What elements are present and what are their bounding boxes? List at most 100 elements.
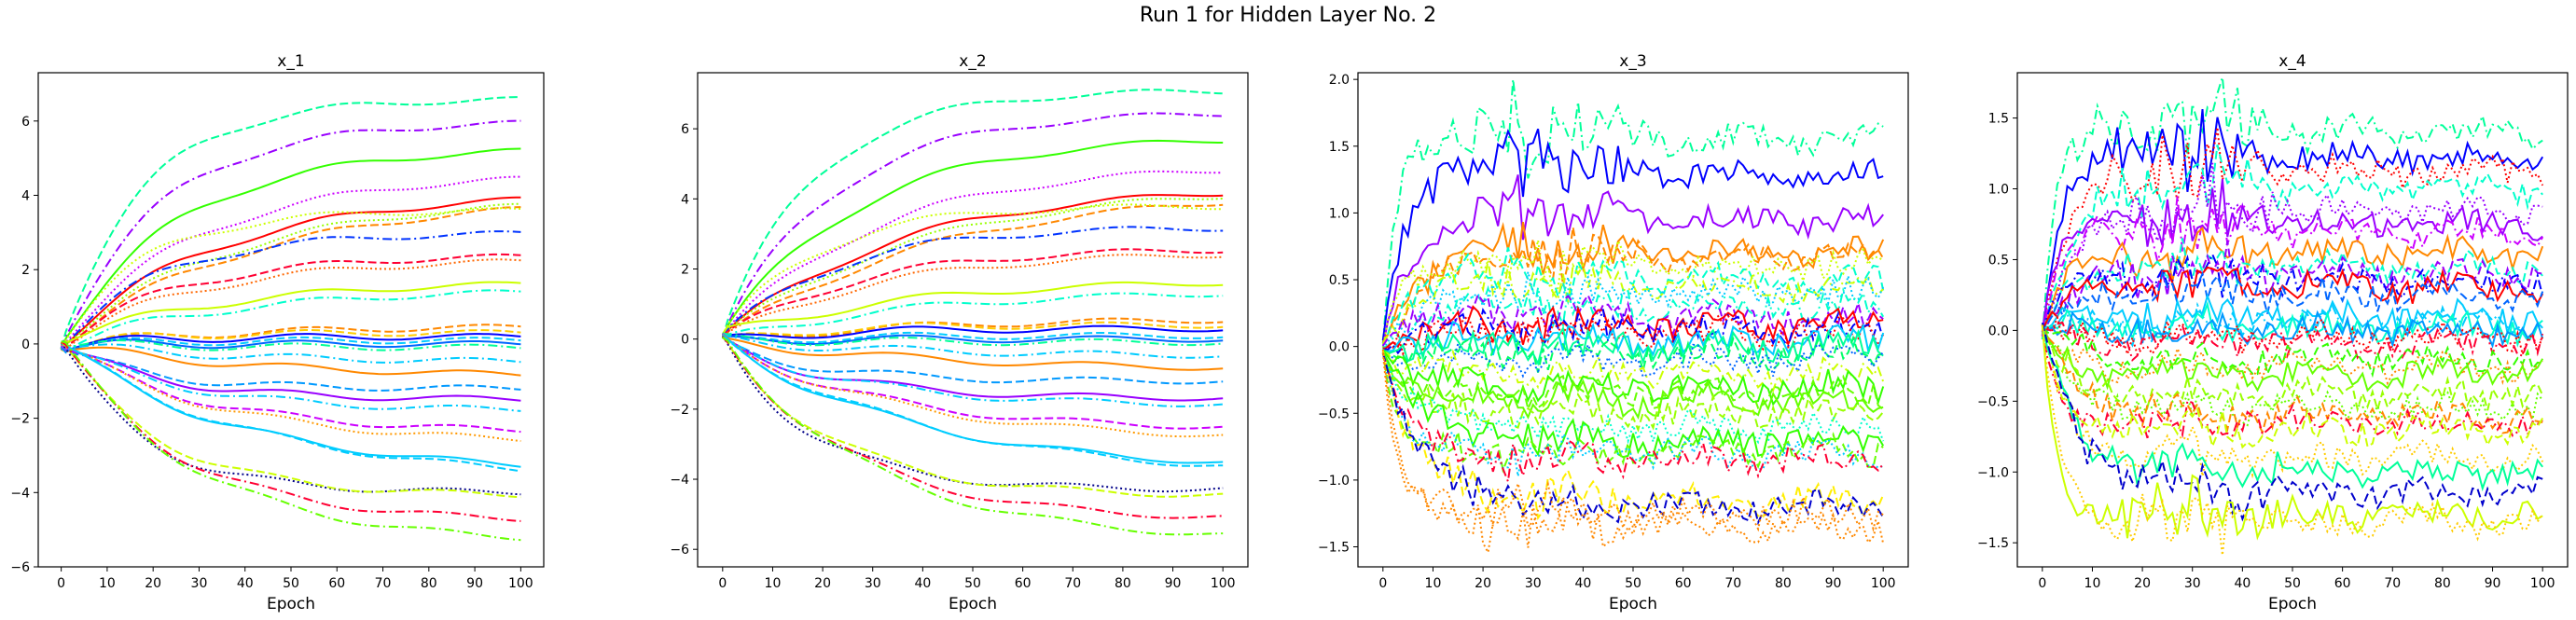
series-line (2041, 324, 2543, 492)
series-group (60, 96, 521, 542)
x-tick-label: 30 (191, 576, 208, 591)
series-line (2041, 266, 2544, 332)
y-tick-label: −0.5 (1318, 406, 1350, 421)
x-tick-label: 90 (2485, 576, 2501, 591)
x-tick-label: 0 (2038, 576, 2046, 591)
series-line (722, 198, 1224, 338)
series-line (1381, 227, 1885, 343)
x-tick-label: 100 (1871, 576, 1896, 591)
x-tick-label: 70 (1064, 576, 1081, 591)
series-line (721, 335, 1224, 493)
x-axis-label: Epoch (267, 595, 315, 613)
series-line (2042, 310, 2544, 349)
x-tick-label: 10 (1425, 576, 1442, 591)
x-tick-label: 50 (283, 576, 299, 591)
series-line (61, 258, 521, 351)
y-tick-label: 1.5 (1329, 140, 1350, 155)
series-line (1381, 349, 1885, 556)
series-line (2041, 270, 2544, 335)
y-tick-label: −6 (670, 543, 689, 558)
series-line (722, 226, 1224, 336)
series-line (1381, 352, 1885, 526)
y-tick-label: 6 (681, 122, 689, 137)
series-line (60, 346, 521, 377)
x-tick-label: 20 (814, 576, 831, 591)
series-line (61, 336, 521, 352)
x-tick-label: 40 (2234, 576, 2251, 591)
series-line (2041, 323, 2544, 449)
series-line (60, 96, 521, 349)
series-line (722, 248, 1224, 336)
y-tick-label: −6 (10, 560, 30, 575)
series-line (2042, 314, 2544, 358)
x-tick-label: 100 (1211, 576, 1236, 591)
series-line (2041, 145, 2543, 338)
figure-title: Run 1 for Hidden Layer No. 2 (1139, 4, 1437, 27)
series-line (61, 339, 521, 351)
series-line (61, 206, 521, 351)
series-line (722, 332, 1224, 371)
series-line (60, 341, 521, 499)
series-line (1382, 284, 1885, 349)
series-line (722, 324, 1224, 339)
subplot-title: x_1 (277, 52, 304, 71)
x-tick-label: 70 (1724, 576, 1741, 591)
series-line (1381, 353, 1885, 446)
series-line (1382, 339, 1884, 379)
series-line (722, 317, 1224, 338)
series-line (721, 281, 1224, 335)
series-line (1381, 351, 1885, 459)
series-line (721, 170, 1224, 338)
series-line (1381, 221, 1885, 345)
series-line (60, 281, 521, 351)
subplot-x_3: 0 10 20 30 40 50 60 70 80 90 100 −1.5 −1.0 −0.5 0.0 0.5… (1318, 52, 1909, 613)
series-line (61, 333, 521, 352)
series-line (722, 332, 1224, 347)
series-line (722, 321, 1224, 338)
series-line (1382, 307, 1885, 355)
subplot-title: x_4 (2278, 52, 2306, 71)
x-tick-label: 60 (328, 576, 345, 591)
x-tick-label: 40 (914, 576, 931, 591)
x-axis-label: Epoch (2268, 595, 2317, 613)
series-line (2041, 325, 2544, 479)
y-tick-label: 0 (21, 338, 30, 352)
x-tick-label: 70 (375, 576, 392, 591)
series-line (60, 345, 521, 402)
series-line (1381, 350, 1885, 520)
x-tick-label: 20 (145, 576, 161, 591)
series-line (722, 335, 1224, 467)
series-line (1381, 352, 1884, 412)
series-line (1381, 351, 1884, 420)
series-line (722, 334, 1224, 430)
y-tick-label: −4 (10, 486, 30, 501)
series-group (721, 89, 1224, 536)
x-tick-label: 10 (99, 576, 116, 591)
x-tick-label: 50 (964, 576, 981, 591)
subplot-title: x_3 (1619, 52, 1646, 71)
y-tick-label: 0.0 (1329, 340, 1350, 355)
series-line (60, 202, 521, 351)
series-line (61, 338, 521, 352)
y-tick-label: 0.5 (1329, 273, 1350, 288)
y-tick-label: −1.0 (1977, 465, 2009, 480)
series-line (2042, 301, 2543, 348)
series-line (61, 329, 521, 353)
series-line (1382, 305, 1884, 351)
x-tick-label: 90 (1165, 576, 1182, 591)
x-tick-label: 10 (2084, 576, 2101, 591)
series-line (722, 336, 1224, 498)
series-line (60, 196, 521, 351)
series-line (722, 203, 1224, 337)
series-line (1381, 351, 1884, 474)
x-tick-label: 50 (2284, 576, 2301, 591)
series-line (1382, 314, 1885, 357)
y-tick-label: 4 (21, 189, 30, 204)
series-line (722, 332, 1224, 345)
series-line (2041, 109, 2544, 337)
series-line (61, 289, 521, 351)
y-tick-label: −1.5 (1318, 541, 1350, 556)
x-tick-label: 0 (718, 576, 727, 591)
x-tick-label: 20 (1475, 576, 1491, 591)
series-line (1381, 174, 1884, 348)
